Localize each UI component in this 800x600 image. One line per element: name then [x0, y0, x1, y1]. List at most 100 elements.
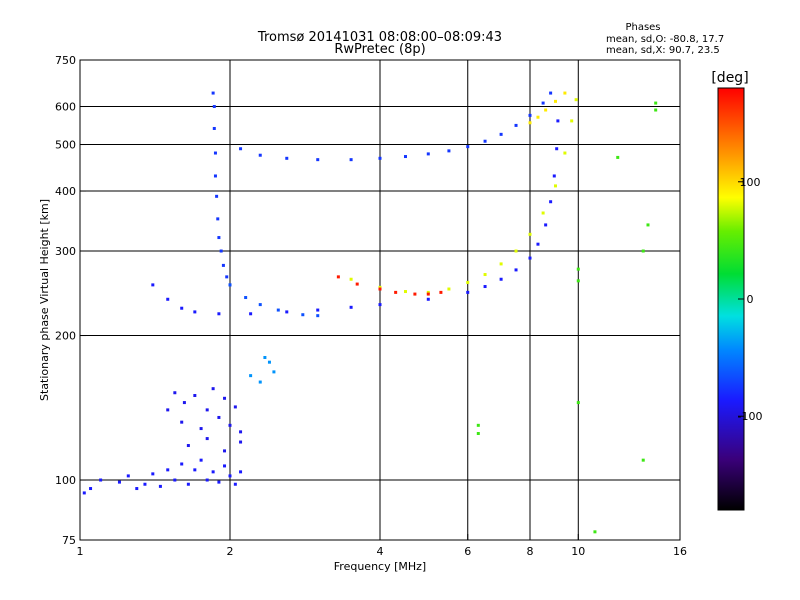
echo-point	[654, 108, 658, 112]
echo-point	[499, 132, 503, 136]
echo-point	[213, 151, 217, 155]
echo-point	[544, 108, 548, 112]
echo-point	[223, 396, 227, 400]
echo-point	[285, 310, 289, 314]
echo-point	[476, 432, 480, 436]
echo-point	[528, 113, 532, 117]
echo-point	[576, 267, 580, 271]
echo-point	[212, 126, 216, 130]
echo-point	[151, 283, 155, 287]
echo-point	[239, 430, 243, 434]
echo-point	[143, 482, 147, 486]
echo-point	[233, 405, 237, 409]
echo-point	[166, 297, 170, 301]
echo-point	[213, 174, 217, 178]
echo-point	[544, 223, 548, 227]
echo-point	[378, 303, 382, 307]
echo-point	[225, 275, 229, 279]
echo-point	[228, 423, 232, 427]
echo-point	[193, 468, 197, 472]
y-tick-label: 500	[55, 139, 76, 152]
y-tick-label: 600	[55, 101, 76, 114]
echo-point	[267, 360, 271, 364]
y-tick-label: 75	[62, 534, 76, 547]
echo-point	[528, 256, 532, 260]
echo-point	[212, 105, 216, 109]
echo-point	[541, 101, 545, 105]
echo-point	[233, 482, 237, 486]
x-axis-ticks: 1 2 4 6 8 10 16	[77, 534, 687, 558]
echo-point	[249, 374, 253, 378]
echo-point	[536, 242, 540, 246]
echo-point	[316, 308, 320, 312]
echo-point	[483, 273, 487, 277]
phases-heading: Phases	[625, 22, 660, 33]
echo-point	[135, 487, 139, 491]
echo-point	[483, 139, 487, 143]
echo-point	[536, 115, 540, 119]
echo-point	[228, 283, 232, 287]
x-tick-label: 8	[527, 545, 534, 558]
echo-point	[217, 480, 221, 484]
echo-point	[646, 223, 650, 227]
echo-point	[217, 312, 221, 316]
echo-point	[173, 391, 177, 395]
echo-point	[219, 249, 223, 253]
echo-point	[336, 275, 340, 279]
x-tick-label: 4	[377, 545, 384, 558]
echo-point	[549, 200, 553, 204]
echo-point	[514, 268, 518, 272]
echo-point	[447, 287, 451, 291]
echo-point	[117, 480, 121, 484]
echo-point	[151, 472, 155, 476]
echo-point	[173, 478, 177, 482]
echo-point	[199, 427, 203, 431]
colorbar-label: [deg]	[711, 70, 748, 86]
echo-point	[211, 91, 215, 95]
echo-point	[349, 277, 353, 281]
y-tick-label: 300	[55, 245, 76, 258]
echo-point	[217, 415, 221, 419]
echo-point	[403, 290, 407, 294]
echo-point	[215, 194, 219, 198]
echo-point	[180, 420, 184, 424]
y-tick-label: 200	[55, 330, 76, 343]
echo-point	[239, 440, 243, 444]
echo-point	[439, 290, 443, 294]
echo-point	[574, 98, 578, 102]
x-tick-label: 2	[227, 545, 234, 558]
echo-point	[654, 101, 658, 105]
echo-point	[476, 423, 480, 427]
echo-point	[221, 263, 225, 267]
echo-point	[316, 314, 320, 318]
echo-point	[499, 262, 503, 266]
echo-point	[316, 158, 320, 162]
echo-point	[593, 530, 597, 534]
x-tick-label: 6	[464, 545, 471, 558]
echo-point	[205, 437, 209, 441]
echo-point	[199, 458, 203, 462]
echo-point	[466, 145, 470, 149]
echo-point	[555, 147, 559, 151]
chart-title-line1: Tromsø 20141031 08:08:00–08:09:43	[257, 30, 502, 45]
y-tick-label: 400	[55, 185, 76, 198]
y-tick-label: 100	[55, 474, 76, 487]
echo-point	[166, 468, 170, 472]
echo-point	[553, 99, 557, 103]
echo-point	[258, 303, 262, 307]
echo-point	[528, 232, 532, 236]
echo-point	[180, 462, 184, 466]
echo-point	[616, 155, 620, 159]
echo-point	[355, 282, 359, 286]
echo-point	[576, 401, 580, 405]
echo-point	[205, 408, 209, 412]
echo-point	[89, 487, 93, 491]
echo-point	[126, 474, 130, 478]
echo-point	[182, 401, 186, 405]
phases-x-stats: mean, sd,X: 90.7, 23.5	[606, 45, 720, 56]
echo-point	[223, 464, 227, 468]
echo-point	[301, 313, 305, 317]
phases-o-stats: mean, sd,O: -80.8, 17.7	[606, 34, 724, 45]
echo-point	[180, 306, 184, 310]
